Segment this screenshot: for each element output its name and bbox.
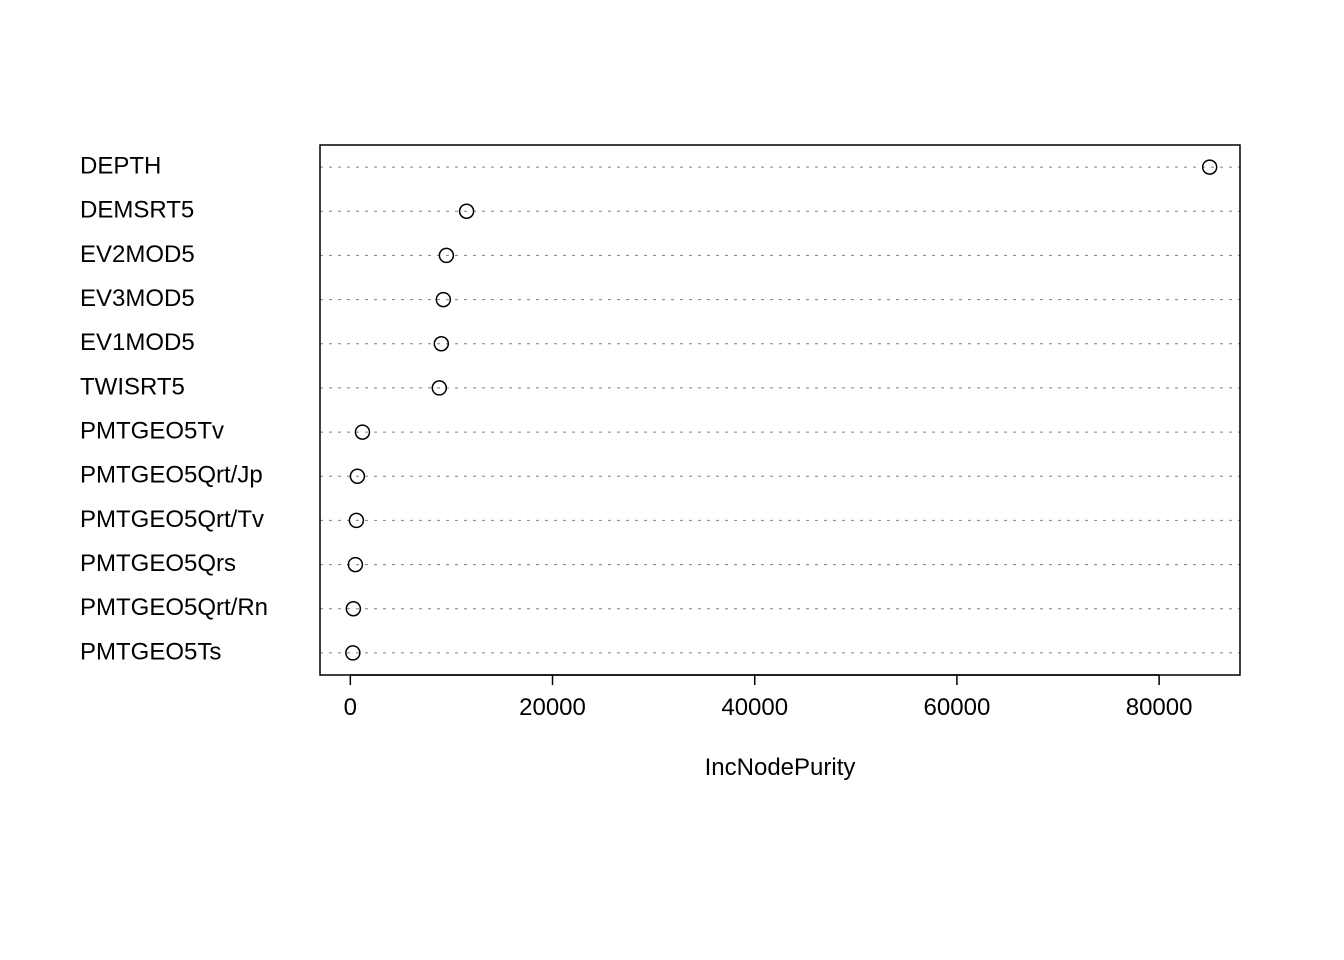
x-tick-label: 60000	[924, 694, 991, 721]
x-tick-label: 40000	[721, 694, 788, 721]
y-axis-label: EV1MOD5	[80, 329, 195, 356]
x-axis-title: IncNodePurity	[705, 754, 856, 781]
y-axis-label: TWISRT5	[80, 373, 185, 400]
y-axis-label: PMTGEO5Tv	[80, 417, 224, 444]
y-axis-label: PMTGEO5Qrt/Jp	[80, 462, 263, 489]
y-axis-label: PMTGEO5Qrt/Rn	[80, 594, 268, 621]
y-axis-label: EV3MOD5	[80, 285, 195, 312]
y-axis-label: DEPTH	[80, 152, 161, 179]
y-axis-label: PMTGEO5Qrt/Tv	[80, 506, 264, 533]
x-tick-label: 20000	[519, 694, 586, 721]
x-tick-label: 80000	[1126, 694, 1193, 721]
dotplot-chart: 0 20000 40000 60000 80000 DEPTH DEMSRT5 EV2MOD…	[0, 0, 1344, 960]
y-axis-label: PMTGEO5Ts	[80, 638, 221, 665]
y-axis-label: EV2MOD5	[80, 241, 195, 268]
y-axis-label: PMTGEO5Qrs	[80, 550, 236, 577]
y-axis-label: DEMSRT5	[80, 197, 194, 224]
x-tick-label: 0	[344, 694, 357, 721]
